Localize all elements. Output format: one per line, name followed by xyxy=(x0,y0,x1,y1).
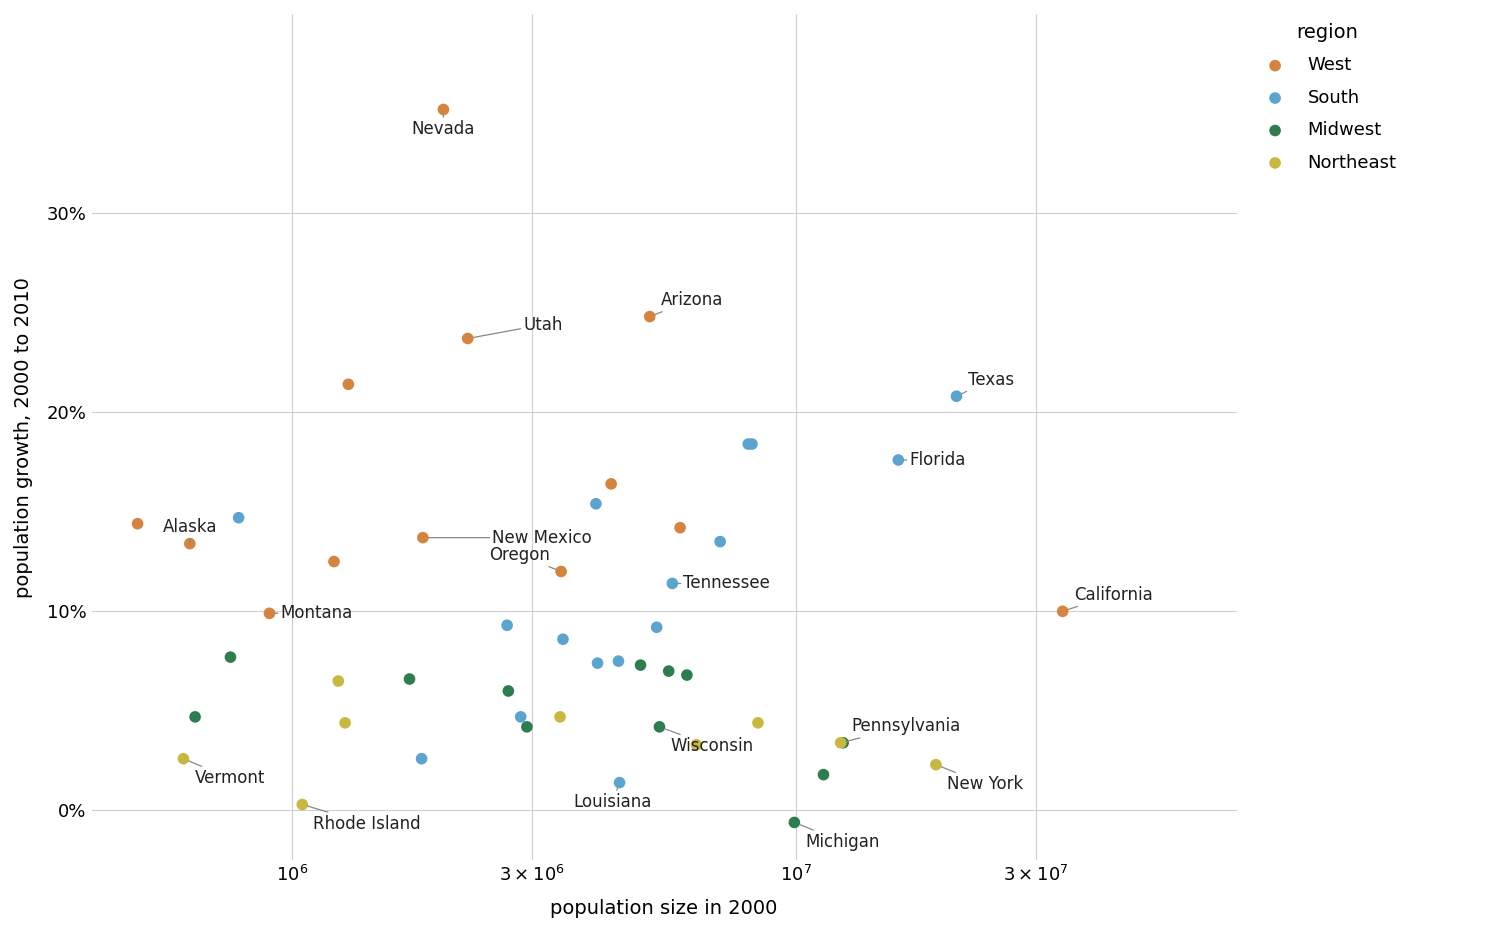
West xyxy=(668,520,692,535)
Midwest xyxy=(398,672,422,687)
Midwest xyxy=(783,815,807,829)
South xyxy=(887,453,911,468)
Midwest xyxy=(496,683,520,698)
Northeast xyxy=(326,674,350,689)
Northeast xyxy=(924,757,949,772)
Text: Tennessee: Tennessee xyxy=(679,574,771,593)
Northeast xyxy=(172,751,196,766)
West xyxy=(455,331,480,346)
Midwest xyxy=(656,664,680,678)
South xyxy=(944,389,968,404)
West xyxy=(1051,604,1075,619)
Text: Louisiana: Louisiana xyxy=(573,788,651,811)
West xyxy=(178,536,202,551)
West xyxy=(599,476,623,491)
West xyxy=(336,377,360,391)
Text: Pennsylvania: Pennsylvania xyxy=(846,717,961,741)
Northeast xyxy=(547,709,572,724)
South xyxy=(644,620,668,635)
Northeast xyxy=(685,737,709,752)
South xyxy=(495,618,519,633)
West xyxy=(125,516,149,531)
Text: Utah: Utah xyxy=(474,316,562,337)
Text: Florida: Florida xyxy=(903,451,965,469)
Text: Vermont: Vermont xyxy=(188,761,265,788)
West xyxy=(638,309,662,324)
West xyxy=(258,606,282,621)
South xyxy=(736,436,760,451)
Text: Texas: Texas xyxy=(962,371,1013,394)
West xyxy=(321,555,345,569)
Text: Rhode Island: Rhode Island xyxy=(308,806,421,833)
Text: Oregon: Oregon xyxy=(489,546,556,569)
Text: Montana: Montana xyxy=(274,604,353,623)
Legend: West, South, Midwest, Northeast: West, South, Midwest, Northeast xyxy=(1258,23,1396,171)
South xyxy=(508,709,532,724)
Text: Michigan: Michigan xyxy=(799,825,879,851)
South xyxy=(740,436,765,451)
South xyxy=(661,576,685,591)
Midwest xyxy=(811,767,835,782)
South xyxy=(584,497,608,512)
X-axis label: population size in 2000: population size in 2000 xyxy=(550,899,778,918)
Text: Arizona: Arizona xyxy=(654,291,724,315)
Midwest xyxy=(647,720,671,734)
South xyxy=(608,775,632,790)
Text: New York: New York xyxy=(941,767,1024,793)
West xyxy=(410,530,434,545)
Text: Wisconsin: Wisconsin xyxy=(665,729,754,755)
Midwest xyxy=(629,658,653,673)
Text: New Mexico: New Mexico xyxy=(428,528,593,547)
Text: Alaska: Alaska xyxy=(163,518,217,543)
West xyxy=(549,564,573,579)
South xyxy=(410,751,434,766)
South xyxy=(550,632,575,647)
Text: Nevada: Nevada xyxy=(412,115,475,138)
Midwest xyxy=(182,709,207,724)
South xyxy=(585,655,609,670)
Midwest xyxy=(514,720,538,734)
Northeast xyxy=(290,797,314,812)
Midwest xyxy=(219,650,243,665)
Midwest xyxy=(831,735,855,750)
Northeast xyxy=(746,716,771,731)
Y-axis label: population growth, 2000 to 2010: population growth, 2000 to 2010 xyxy=(14,277,33,597)
Northeast xyxy=(828,735,852,750)
South xyxy=(226,511,250,526)
West xyxy=(431,102,455,116)
Text: California: California xyxy=(1068,585,1152,610)
Northeast xyxy=(333,716,357,731)
South xyxy=(709,534,733,549)
South xyxy=(606,653,630,668)
Midwest xyxy=(676,667,700,682)
